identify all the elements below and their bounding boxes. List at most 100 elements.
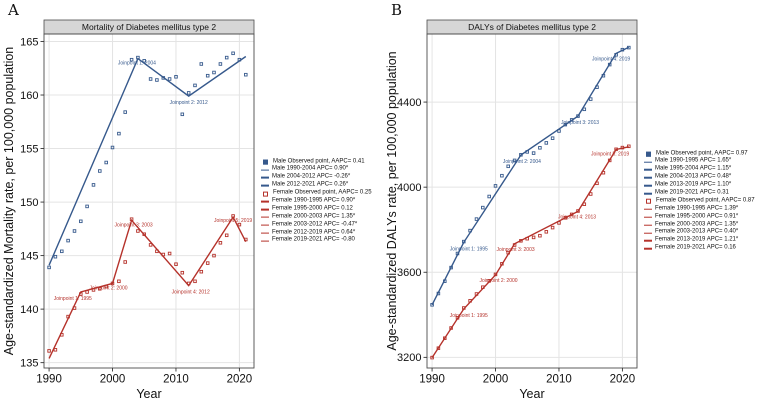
observed-point-female (506, 250, 510, 255)
legend-item: Male 2013-2019 APC= 1.10* (644, 182, 765, 190)
observed-point-male (244, 72, 248, 77)
panel-border (43, 33, 255, 369)
legend-point-glyph (263, 191, 268, 197)
joinpoint-label: Joinpoint 1: 2004 (118, 61, 156, 67)
observed-point-male (180, 112, 185, 117)
legend-item: Female Observed point, AAPC= 0.87 (644, 198, 765, 206)
observed-point-male (481, 205, 485, 210)
legend-label: Male 1995-2004 APC= 1.15* (655, 165, 732, 172)
observed-point-female (231, 214, 235, 218)
observed-point-male (538, 146, 542, 150)
observed-point-male (500, 173, 504, 178)
observed-point-female (129, 217, 134, 221)
observed-point-female (531, 235, 536, 240)
observed-point-male (224, 55, 229, 60)
observed-point-female (588, 192, 593, 196)
observed-point-female (123, 260, 127, 264)
observed-point-male (79, 219, 83, 224)
legend-label: Male 2004-2012 APC= -0.26* (272, 173, 351, 180)
fit-line-male (48, 55, 247, 266)
legend-item: Male 1990-2004 APC= 0.90* (261, 166, 382, 174)
observed-point-female (538, 233, 542, 238)
observed-point-female (614, 147, 618, 152)
observed-point-male (474, 217, 479, 221)
x-tick-label: 1990 (36, 374, 62, 386)
legend-item: Male 2004-2012 APC= -0.26* (261, 174, 382, 182)
observed-point-male (104, 160, 108, 165)
y-tick-label: 4000 (397, 182, 421, 194)
observed-point-female (193, 279, 197, 284)
observed-point-female (174, 262, 178, 266)
observed-point-male (148, 77, 153, 81)
legend-label: Female 2013-2019 APC= 1.21* (655, 237, 739, 244)
legend-point-glyph (263, 159, 268, 165)
observed-point-male (47, 265, 51, 270)
observed-point-male (595, 85, 599, 89)
legend-item: Female 2019-2021 APC= 0.16 (644, 245, 765, 253)
legend-item: Male 2012-2021 APC= 0.26* (261, 182, 382, 190)
legend-label: Female 2003-2013 APC= 0.40* (655, 229, 739, 236)
observed-point-female (569, 212, 574, 217)
x-tick-label: 2010 (163, 374, 189, 386)
legend-label: Male 2004-2013 APC= 0.48* (655, 173, 732, 180)
observed-point-male (91, 183, 96, 187)
legend-label: Female Observed point, AAPC= 0.87 (656, 197, 755, 204)
legend-line-glyph (261, 232, 269, 234)
observed-point-male (531, 151, 536, 155)
observed-point-female (53, 348, 58, 352)
observed-point-male (205, 73, 210, 78)
observed-point-female (493, 272, 498, 277)
observed-point-female (430, 355, 434, 360)
observed-point-female (199, 269, 204, 274)
y-tick-label: 140 (20, 304, 38, 316)
legend-label: Female 1995-2000 APC= 0.91* (655, 213, 739, 220)
legend-line-glyph (261, 208, 269, 211)
legend-item: Female 2012-2019 APC= 0.64* (261, 229, 382, 237)
observed-point-male (161, 76, 166, 80)
panel-letter-a: A (8, 1, 19, 19)
observed-point-male (123, 110, 127, 114)
observed-point-female (582, 202, 587, 206)
panel-dalys: B DALYs of Diabetes mellitus type 2 3200 3… (383, 0, 766, 403)
legend-label: Female 1990-1995 APC= 1.39* (655, 205, 739, 212)
legend-item: Female 2000-2003 APC= 1.35* (261, 213, 382, 221)
observed-point-female (481, 285, 485, 289)
observed-point-female (468, 299, 472, 303)
observed-point-male (85, 204, 89, 209)
legend-line-glyph (644, 161, 652, 163)
observed-point-male (193, 83, 197, 88)
observed-point-male (620, 47, 625, 52)
legend-line-glyph (644, 169, 652, 171)
joinpoint-label: Joinpoint 2: 2000 (479, 278, 517, 284)
observed-point-female (443, 336, 447, 340)
joinpoint-label: Joinpoint 5: 2019 (214, 218, 252, 224)
observed-point-female (595, 181, 599, 186)
observed-point-female (563, 216, 568, 220)
dalys-plot: DALYs of Diabetes mellitus type 2 3200 360… (385, 19, 638, 401)
legend-line-glyph (644, 192, 652, 195)
legend-line-glyph (261, 200, 269, 203)
joinpoint-label: Joinpoint 1: 1995 (450, 313, 488, 319)
observed-point-male (588, 97, 593, 101)
y-tick-label: 135 (20, 357, 38, 369)
observed-point-female (244, 237, 248, 242)
observed-point-male (443, 279, 447, 283)
observed-point-male (544, 141, 549, 145)
observed-point-female (180, 270, 185, 275)
y-tick-label: 160 (20, 90, 38, 102)
observed-point-female (110, 281, 115, 286)
observed-point-female (66, 314, 70, 319)
observed-point-female (148, 243, 153, 247)
observed-point-male (199, 62, 204, 66)
observed-point-female (85, 290, 89, 294)
legend-label: Female 2003-2012 APC= -0.47* (272, 221, 358, 228)
legend-item: Male 2019-2021 APC= 0.31 (644, 190, 765, 198)
legend-label: Female 2012-2019 APC= 0.64* (272, 229, 356, 236)
observed-point-female (224, 233, 229, 238)
legend-item: Male 1990-1995 APC= 1.65* (644, 158, 765, 166)
observed-point-male (218, 62, 223, 66)
observed-point-male (519, 153, 523, 157)
observed-point-male (167, 77, 172, 81)
observed-point-male (129, 57, 134, 62)
legend-label: Male Observed point, AAPC= 0.97 (656, 150, 748, 157)
